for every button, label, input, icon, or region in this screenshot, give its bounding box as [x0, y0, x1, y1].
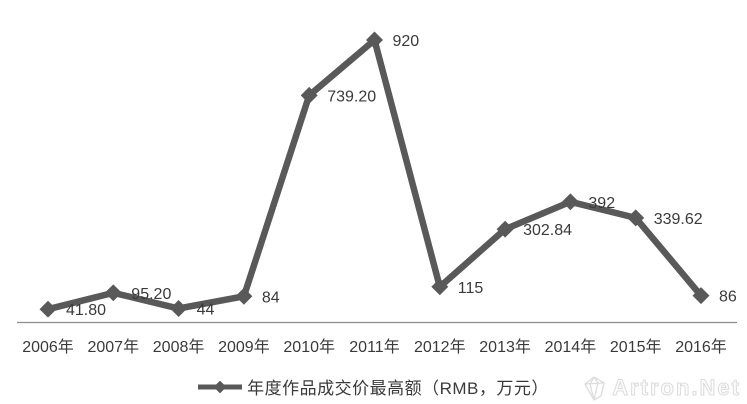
- data-label: 44: [197, 302, 215, 319]
- data-label: 86: [719, 289, 737, 306]
- x-axis-label: 2016年: [675, 338, 727, 356]
- data-point-marker: [561, 193, 579, 211]
- data-point-marker: [170, 300, 188, 317]
- x-axis-label: 2013年: [479, 338, 531, 356]
- data-label: 84: [262, 289, 280, 306]
- data-point-marker: [692, 287, 710, 305]
- x-axis-label: 2010年: [283, 338, 335, 356]
- data-label: 392: [588, 195, 615, 212]
- data-label: 920: [393, 33, 420, 50]
- data-point-marker: [235, 287, 253, 305]
- legend-label: 年度作品成交价最高额（RMB，万元）: [247, 379, 549, 398]
- data-point-marker: [104, 284, 122, 302]
- x-axis-label: 2014年: [545, 338, 597, 356]
- chart-legend: 年度作品成交价最高额（RMB，万元）: [0, 374, 747, 399]
- data-point-marker: [627, 209, 645, 227]
- data-label: 41.80: [66, 302, 106, 319]
- x-axis-label: 2008年: [153, 338, 205, 356]
- data-label: 95.20: [131, 286, 171, 303]
- data-label: 302.84: [523, 222, 572, 239]
- x-axis-label: 2009年: [218, 338, 270, 356]
- x-axis-label: 2011年: [349, 338, 399, 356]
- x-axis-label: 2006年: [22, 338, 74, 356]
- x-axis-label: 2015年: [610, 338, 662, 356]
- data-point-marker: [39, 300, 57, 318]
- legend-line-marker-icon: [198, 380, 243, 394]
- data-label: 739.20: [327, 88, 376, 105]
- data-label: 339.62: [654, 211, 703, 228]
- x-axis-label: 2012年: [414, 338, 466, 356]
- data-label: 115: [458, 280, 484, 297]
- chart-line: [47, 34, 704, 313]
- x-axis-label: 2007年: [87, 338, 139, 356]
- line-chart-plot: 41.80 95.20 44 84 739.20 920 115 302.84 392 339.6…: [17, 31, 737, 356]
